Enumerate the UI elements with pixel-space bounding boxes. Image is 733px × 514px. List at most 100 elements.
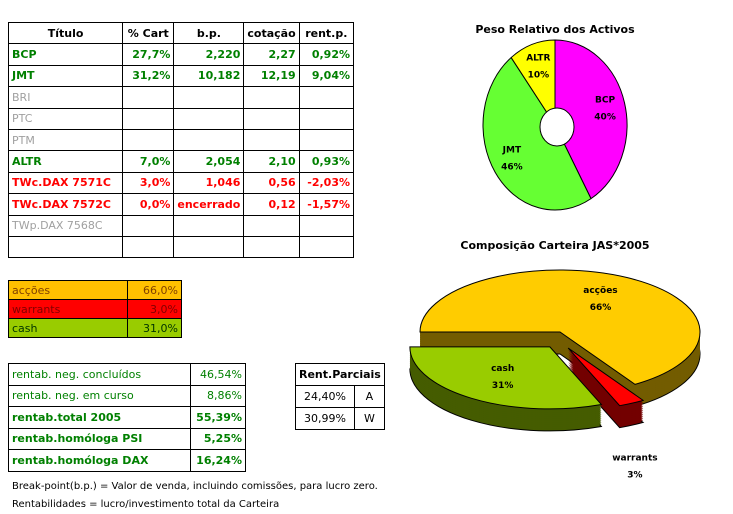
donut-hole xyxy=(539,107,575,147)
cell: TWc.DAX 7571C xyxy=(7,171,124,195)
cell: 2,220 xyxy=(173,43,245,66)
cell xyxy=(173,128,245,152)
cell xyxy=(243,107,300,130)
cell: -1,57% xyxy=(298,193,355,216)
table-row: BRI xyxy=(7,86,355,109)
slice-label: warrants xyxy=(612,453,657,463)
cell: 2,10 xyxy=(243,150,300,173)
table-row: PTC xyxy=(7,107,355,130)
table-row: rentab.homóloga DAX 16,24% xyxy=(8,449,246,472)
header-cell: % Cart xyxy=(122,21,175,45)
cell: 5,25% xyxy=(190,427,246,450)
table-row: BCP 27,7% 2,220 2,27 0,92% xyxy=(7,43,355,66)
cell xyxy=(122,214,175,237)
cell xyxy=(243,86,300,109)
cell: 16,24% xyxy=(190,449,246,472)
allocation-table: acções 66,0% warrants 3,0% cash 31,0% xyxy=(8,280,182,338)
cell xyxy=(122,235,175,259)
slice-label: JMT xyxy=(502,146,522,156)
table-row: acções 66,0% xyxy=(8,280,182,300)
cell: encerrado xyxy=(173,193,245,216)
table-row: TWp.DAX 7568C xyxy=(7,214,355,237)
table-row: rentab. neg. concluídos 46,54% xyxy=(8,363,246,386)
cell: PTM xyxy=(7,128,124,152)
cell xyxy=(173,235,245,259)
slice xyxy=(567,347,645,407)
cell xyxy=(173,86,245,109)
cell xyxy=(243,128,300,152)
slice-value: 31% xyxy=(492,381,514,391)
slice-value: 3% xyxy=(627,470,642,480)
cell: 7,0% xyxy=(122,150,175,173)
table-row: JMT 31,2% 10,182 12,19 9,04% xyxy=(7,64,355,88)
cell: 0,12 xyxy=(243,193,300,216)
cell xyxy=(298,107,355,130)
slice-label: BCP xyxy=(595,96,615,106)
cell: 3,0% xyxy=(122,171,175,195)
cell: BCP xyxy=(7,43,124,66)
cell: 1,046 xyxy=(173,171,245,195)
slice xyxy=(554,39,628,200)
table-row: TWc.DAX 7571C 3,0% 1,046 0,56 -2,03% xyxy=(7,171,355,195)
cell: rentab.homóloga PSI xyxy=(8,427,191,450)
header-cell: cotação xyxy=(243,21,300,45)
cell xyxy=(122,128,175,152)
note: Rentabilidades = lucro/investimento tota… xyxy=(12,499,280,510)
cell: TWc.DAX 7572C xyxy=(7,193,124,216)
cell: 10,182 xyxy=(173,64,245,88)
cell: 31,0% xyxy=(127,318,182,338)
cell xyxy=(7,235,124,259)
cell: rentab.total 2005 xyxy=(8,406,191,429)
cell: 55,39% xyxy=(190,406,246,429)
table-row: Título% Cart b.p. cotação rent.p. xyxy=(7,21,355,45)
cell: 46,54% xyxy=(190,363,246,386)
cell xyxy=(122,86,175,109)
cell: JMT xyxy=(7,64,124,88)
cell: 0,92% xyxy=(298,43,355,66)
cell xyxy=(298,128,355,152)
cell: BRI xyxy=(7,86,124,109)
cell: warrants xyxy=(8,299,128,319)
table-row: rentab. neg. em curso 8,86% xyxy=(8,384,246,407)
header-cell: Título xyxy=(7,21,124,45)
header-cell: Rent.Parciais xyxy=(295,363,385,386)
table-row: cash 31,0% xyxy=(8,318,182,338)
cell: 9,04% xyxy=(298,64,355,88)
header-cell: b.p. xyxy=(173,21,245,45)
cell xyxy=(243,214,300,237)
cell: rentab. neg. concluídos xyxy=(8,363,191,386)
cell: 0,93% xyxy=(298,150,355,173)
slice-value: 10% xyxy=(528,71,550,81)
slice xyxy=(409,346,603,410)
slice xyxy=(419,269,701,385)
cell xyxy=(173,107,245,130)
table-row: rentab.homóloga PSI 5,25% xyxy=(8,427,246,450)
cell: 3,0% xyxy=(127,299,182,319)
cell: 24,40% xyxy=(295,385,355,408)
table-row: warrants 3,0% xyxy=(8,299,182,319)
table-row: TWc.DAX 7572C 0,0% encerrado 0,12 -1,57% xyxy=(7,193,355,216)
chart-title: Composição Carteira JAS*2005 xyxy=(460,239,649,252)
table-row xyxy=(7,235,355,259)
cell xyxy=(298,86,355,109)
cell: acções xyxy=(8,280,128,300)
cell: 31,2% xyxy=(122,64,175,88)
cell: rentab.homóloga DAX xyxy=(8,449,191,472)
partial-table: Rent.Parciais 24,40% A 30,99% W xyxy=(295,363,385,430)
table-row: PTM xyxy=(7,128,355,152)
header-cell: rent.p. xyxy=(298,21,355,45)
table-row: 24,40% A xyxy=(295,385,385,408)
slice xyxy=(510,39,556,127)
returns-table: rentab. neg. concluídos 46,54% rentab. neg… xyxy=(8,363,246,472)
cell: TWp.DAX 7568C xyxy=(7,214,124,237)
slice-value: 66% xyxy=(590,303,612,313)
cell: ALTR xyxy=(7,150,124,173)
cell: 2,054 xyxy=(173,150,245,173)
cell: 30,99% xyxy=(295,407,355,430)
cell: rentab. neg. em curso xyxy=(8,384,191,407)
cell: 2,27 xyxy=(243,43,300,66)
cell: PTC xyxy=(7,107,124,130)
cell xyxy=(298,235,355,259)
